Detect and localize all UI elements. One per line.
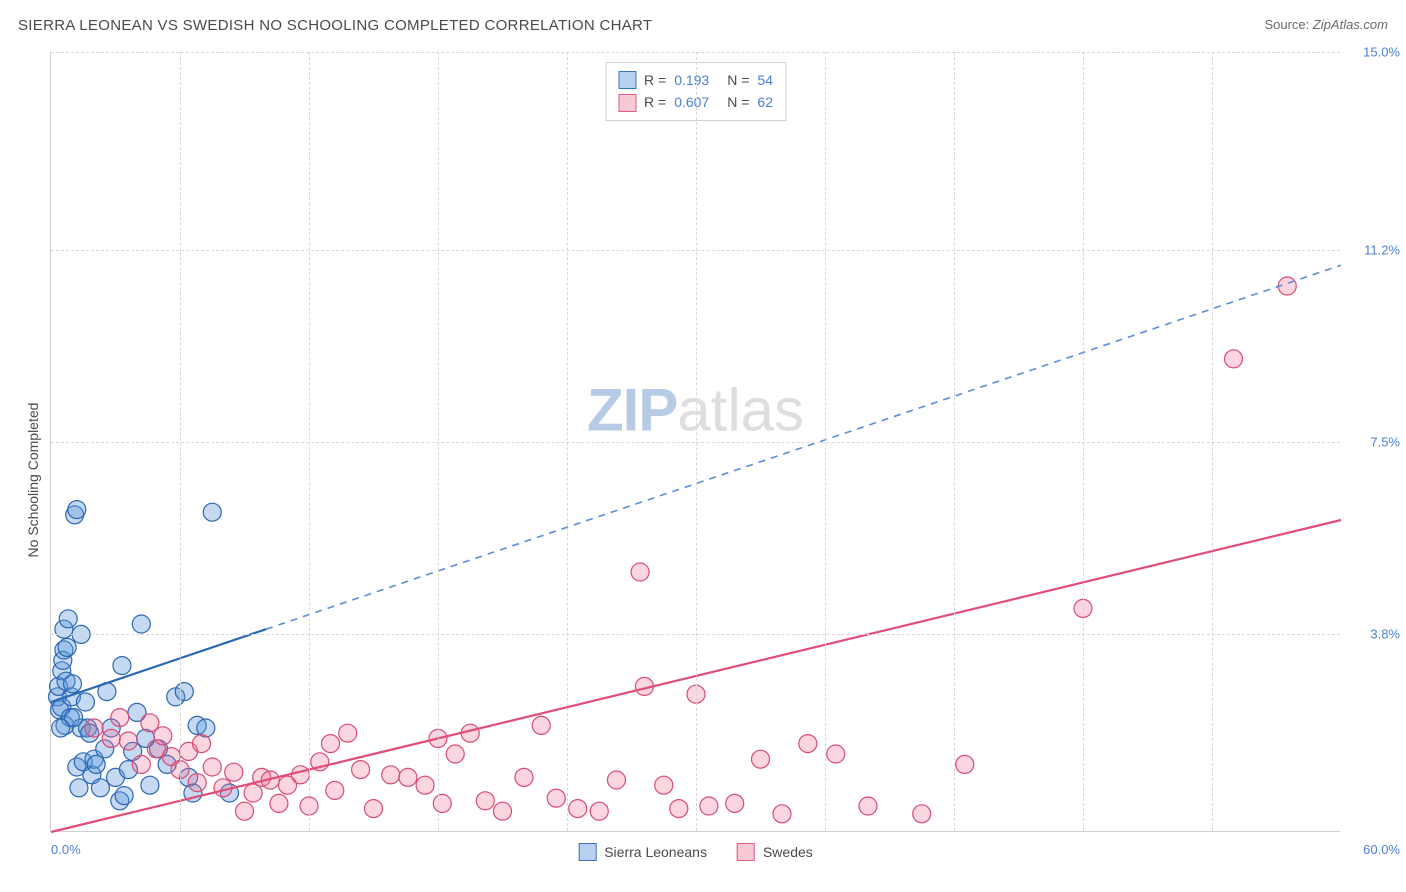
gridline-v [954,52,955,831]
datapoint-sierra_leoneans [141,776,159,794]
datapoint-sierra_leoneans [68,501,86,519]
datapoint-swedes [670,800,688,818]
datapoint-swedes [322,735,340,753]
datapoint-swedes [339,724,357,742]
datapoint-swedes [700,797,718,815]
datapoint-swedes [1225,350,1243,368]
datapoint-sierra_leoneans [58,638,76,656]
y-tick-label: 3.8% [1350,627,1400,642]
datapoint-swedes [590,802,608,820]
datapoint-swedes [631,563,649,581]
datapoint-swedes [773,805,791,823]
datapoint-sierra_leoneans [76,693,94,711]
datapoint-swedes [193,735,211,753]
datapoint-swedes [827,745,845,763]
swatch-pink-icon [737,843,755,861]
datapoint-swedes [752,750,770,768]
legend-item-sierra-leoneans: Sierra Leoneans [578,843,707,861]
datapoint-swedes [494,802,512,820]
datapoint-sierra_leoneans [64,675,82,693]
y-axis-label: No Schooling Completed [25,403,41,558]
datapoint-swedes [291,766,309,784]
datapoint-sierra_leoneans [203,503,221,521]
datapoint-swedes [913,805,931,823]
swatch-pink-icon [618,94,636,112]
datapoint-swedes [476,792,494,810]
datapoint-swedes [326,781,344,799]
datapoint-swedes [726,794,744,812]
datapoint-swedes [399,768,417,786]
datapoint-swedes [188,774,206,792]
datapoint-swedes [532,716,550,734]
series-legend: Sierra Leoneans Swedes [578,843,813,861]
swatch-blue-icon [578,843,596,861]
datapoint-swedes [119,732,137,750]
datapoint-swedes [102,729,120,747]
datapoint-swedes [569,800,587,818]
source-attribution: Source: ZipAtlas.com [1264,16,1388,34]
trendline-sierra-leoneans-extrapolated [266,265,1341,629]
x-tick-min: 0.0% [51,842,81,857]
datapoint-swedes [111,709,129,727]
datapoint-sierra_leoneans [91,779,109,797]
datapoint-sierra_leoneans [59,610,77,628]
datapoint-swedes [236,802,254,820]
gridline-v [309,52,310,831]
datapoint-sierra_leoneans [132,615,150,633]
datapoint-swedes [85,719,103,737]
datapoint-swedes [956,755,974,773]
gridline-v [825,52,826,831]
datapoint-swedes [446,745,464,763]
datapoint-swedes [433,794,451,812]
datapoint-swedes [132,755,150,773]
gridline-v [438,52,439,831]
gridline-v [567,52,568,831]
datapoint-sierra_leoneans [113,657,131,675]
datapoint-swedes [655,776,673,794]
datapoint-sierra_leoneans [115,787,133,805]
datapoint-swedes [365,800,383,818]
gridline-v [1083,52,1084,831]
y-tick-label: 7.5% [1350,435,1400,450]
x-tick-max: 60.0% [1350,842,1400,857]
datapoint-swedes [270,794,288,812]
datapoint-swedes [225,763,243,781]
gridline-v [696,52,697,831]
datapoint-swedes [416,776,434,794]
datapoint-swedes [547,789,565,807]
datapoint-sierra_leoneans [65,709,83,727]
datapoint-swedes [515,768,533,786]
datapoint-sierra_leoneans [175,683,193,701]
y-tick-label: 11.2% [1350,242,1400,257]
datapoint-swedes [859,797,877,815]
gridline-v [180,52,181,831]
plot-area: No Schooling Completed ZIPatlas R = 0.19… [50,52,1340,832]
datapoint-swedes [154,727,172,745]
swatch-blue-icon [618,71,636,89]
y-tick-label: 15.0% [1350,45,1400,60]
datapoint-swedes [382,766,400,784]
datapoint-swedes [203,758,221,776]
datapoint-swedes [607,771,625,789]
chart-title: SIERRA LEONEAN VS SWEDISH NO SCHOOLING C… [18,17,652,34]
datapoint-swedes [799,735,817,753]
legend-item-swedes: Swedes [737,843,813,861]
datapoint-swedes [352,761,370,779]
gridline-v [1212,52,1213,831]
